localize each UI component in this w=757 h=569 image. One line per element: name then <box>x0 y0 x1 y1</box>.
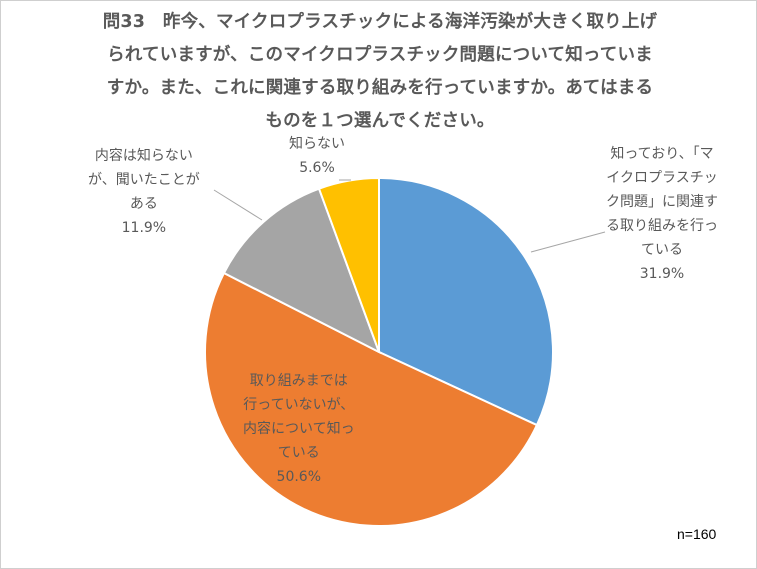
slice-label-line: 取り組みまでは <box>249 373 348 389</box>
slice-label-line: ている <box>641 242 683 258</box>
slice-value-label: 11.9% <box>121 220 167 236</box>
slice-label-heard-of-it: 内容は知らない が、聞いたことが ある 11.9% <box>88 144 200 240</box>
leader-line-heard-of-it <box>213 189 263 221</box>
slice-label-line: 行っていないが、 <box>243 397 355 413</box>
slice-label-aware-not-acting: 取り組みまでは 行っていないが、 内容について知っ ている 50.6% <box>243 369 355 489</box>
pie-slice-aware-not-acting <box>204 271 539 527</box>
title-line-2: られていますが、このマイクロプラスチック問題について知っていま <box>107 45 653 65</box>
slice-label-not-aware: 知らない 5.6% <box>289 132 345 180</box>
title-line-1: 問33 昨今、マイクロプラスチックによる海洋汚染が大きく取り上げ <box>102 12 658 32</box>
slice-label-line: 内容について知っ <box>243 421 355 437</box>
slice-value-label: 50.6% <box>276 469 322 485</box>
leader-line-aware-and-acting <box>530 231 606 253</box>
slice-label-line: ク問題」に関連す <box>606 194 718 210</box>
slice-label-line: ている <box>277 445 320 461</box>
title-line-3: すか。また、これに関連する取り組みを行っていますか。あてはまる <box>106 78 654 98</box>
slice-label-aware-and-acting: 知っており、「マ イクロプラスチッ ク問題」に関連す る取り組みを行っ ている … <box>606 142 718 286</box>
pie-slice-aware-and-acting <box>378 176 554 427</box>
chart-title: 問33 昨今、マイクロプラスチックによる海洋汚染が大きく取り上げ られていますが… <box>70 6 690 138</box>
sample-size-note: n=160 <box>677 526 717 542</box>
slice-label-line: 内容は知らない <box>94 148 193 164</box>
title-line-4: ものを１つ選んでください。 <box>265 111 495 131</box>
slice-label-line: イクロプラスチッ <box>606 170 718 186</box>
pie-slice-heard-of-it <box>222 187 381 355</box>
slice-label-line: 知らない <box>289 136 345 152</box>
slice-value-label: 5.6% <box>299 160 335 176</box>
slice-value-label: 31.9% <box>639 266 685 282</box>
slice-label-line: 知っており、「マ <box>610 146 714 162</box>
slice-label-line: が、聞いたことが <box>88 172 200 188</box>
slice-label-line: る取り組みを行っ <box>606 218 718 234</box>
slice-label-line: ある <box>129 196 158 212</box>
pie-slice-not-aware <box>317 176 380 353</box>
